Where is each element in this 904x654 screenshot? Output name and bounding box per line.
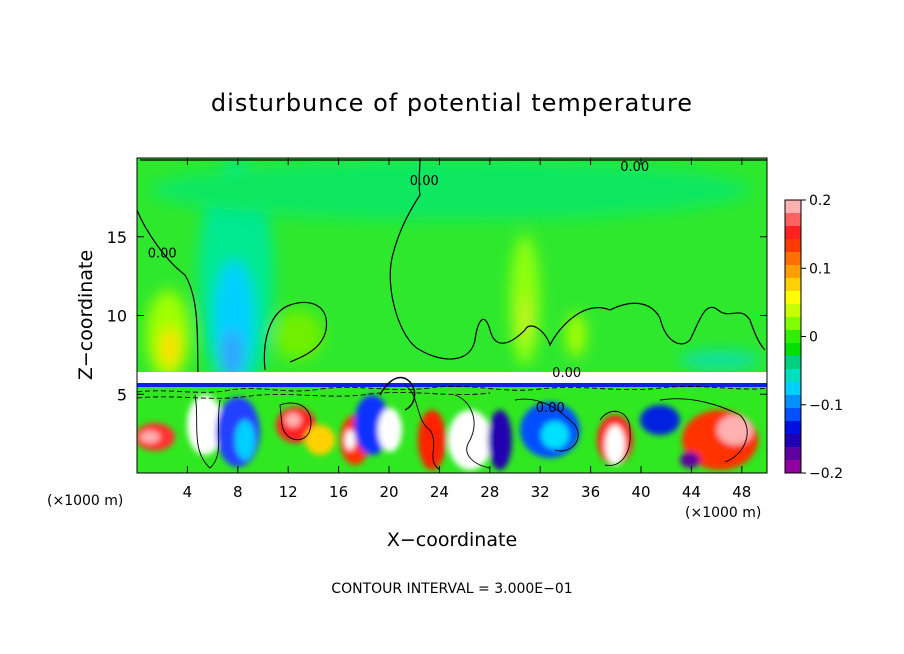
colorbar: 0.2 0.1 0 −0.1 −0.2 [784,193,843,482]
contour-line [279,402,312,440]
cool-patch-high [680,350,760,370]
x-tick-label: 4 [183,483,193,501]
blob-left-pink [140,431,160,443]
colorbar-swatch [785,239,801,253]
contour-line [599,410,631,466]
x-unit-right: (×1000 m) [685,505,761,521]
y-axis: 5 10 15 [107,228,767,404]
y-axis-label: Z−coordinate [75,250,97,380]
colorbar-swatch [785,200,801,214]
blob-cyan-33 [541,421,569,449]
x-tick-label: 24 [430,483,449,501]
contour-labels: 0.00 0.00 0.00 0.00 0.00 [148,160,649,416]
zero-contour-14 [263,301,328,371]
x-tick-label: 48 [732,483,751,501]
lower-contours [137,376,767,471]
blob-yellow-14 [305,425,335,455]
colorbar-swatch [785,213,801,227]
contour-line [659,398,748,463]
x-tick-label: 16 [329,483,348,501]
x-tick-label: 32 [531,483,550,501]
colorbar-tick-label: 0.2 [809,193,831,209]
colorbar-tick-label: 0 [809,330,818,346]
warm-patch-36 [566,313,586,357]
contour-line [514,398,579,452]
contour-label: 0.00 [410,174,439,189]
colorbar-swatch [785,304,801,318]
colorbar-swatch [785,291,801,305]
contour-line [137,385,767,393]
colorbar-swatch [785,278,801,292]
y-tick-label: 10 [107,307,127,326]
contour-line [194,394,221,469]
blob-red-22 [418,410,446,470]
blob-white-20 [378,408,402,452]
blob-cyan-1 [235,420,255,460]
chart-title: disturbunce of potential temperature [211,89,693,117]
colorbar-swatch [785,421,801,435]
colorbar-swatch [785,434,801,448]
x-axis: 4 8 12 16 20 24 28 32 36 40 44 48 [183,158,751,501]
lower-turbulent-blobs [137,395,758,470]
plot-area [137,158,767,473]
blob-pink-12 [285,413,301,427]
contour-label: 0.00 [148,247,177,262]
contour-line [454,394,491,469]
blob-white-16 [345,430,355,450]
colorbar-swatch [785,330,801,344]
contour-label: 0.00 [620,160,649,175]
contour-label: 0.00 [552,366,581,381]
contour-interval-footer: CONTOUR INTERVAL = 3.000E−01 [331,581,572,597]
y-tick-label: 15 [107,228,127,247]
colorbar-swatch [785,265,801,279]
contour-line [379,376,416,411]
blob-purple-44 [680,452,700,468]
warm-patch-left-core [160,328,180,368]
upper-cool-band [150,160,750,220]
zero-contour-22 [389,158,491,360]
upper-field-features [146,160,760,400]
colorbar-swatch [785,317,801,331]
colorbar-swatch [785,356,801,370]
warm-patch-13 [273,310,323,360]
colorbar-swatch [785,460,801,474]
colorbar-swatch [785,226,801,240]
colorbar-swatch [785,343,801,357]
contour-label: 0.00 [536,401,565,416]
zero-contour-left [137,209,199,376]
colorbar-swatch [785,408,801,422]
colorbar-swatch [785,447,801,461]
colorbar-tick-label: 0.1 [809,261,831,277]
x-tick-label: 44 [682,483,701,501]
blob-white-1 [187,395,223,455]
x-tick-label: 40 [631,483,650,501]
zero-contour-40 [489,302,766,351]
x-tick-label: 12 [279,483,298,501]
x-tick-label: 28 [480,483,499,501]
blob-white-38 [605,425,625,465]
blob-pink-46 [717,415,753,445]
inversion-blue [137,383,767,387]
colorbar-swatch [785,395,801,409]
inversion-white [137,372,767,384]
colorbar-swatch [785,382,801,396]
y-tick-label: 5 [117,385,127,404]
colorbar-tick-label: −0.2 [809,466,843,482]
blob-navy-29 [488,410,512,470]
colorbar-swatch [785,369,801,383]
colorbar-tick-label: −0.1 [809,398,843,414]
x-tick-label: 8 [233,483,243,501]
x-axis-label: X−coordinate [387,529,517,551]
cold-column-core [222,330,242,380]
contour-line [137,391,491,399]
warm-patch-30-core [519,295,531,345]
x-tick-label: 36 [581,483,600,501]
x-tick-label: 20 [379,483,398,501]
colorbar-swatch [785,252,801,266]
blob-blue-41 [640,405,680,435]
x-unit-left: (×1000 m) [47,493,123,509]
